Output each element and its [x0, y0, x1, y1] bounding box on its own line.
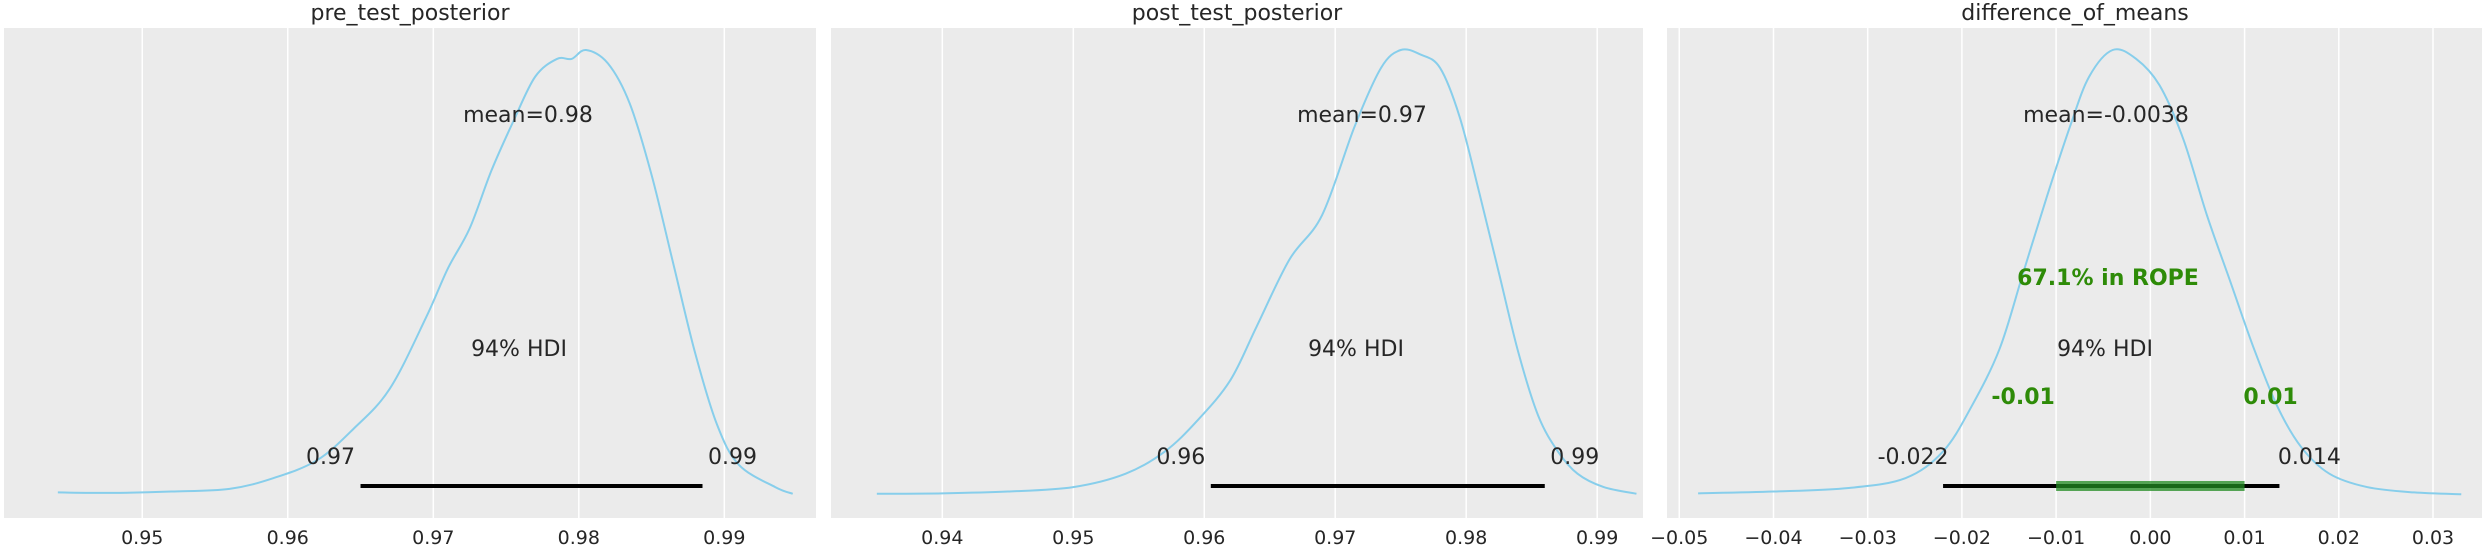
x-tick-label: −0.03	[1839, 527, 1897, 549]
mean-label: mean=0.98	[463, 103, 593, 128]
x-tick-label: 0.01	[2223, 527, 2265, 549]
panel-title: pre_test_posterior	[310, 1, 510, 26]
plot-area	[4, 28, 816, 518]
x-tick-label: 0.95	[121, 527, 163, 549]
hdi-label: 94% HDI	[471, 337, 567, 362]
x-tick-label: 0.96	[1183, 527, 1225, 549]
density-curve	[876, 48, 1637, 495]
hdi-low-label: 0.97	[306, 445, 355, 470]
x-tick-label: 0.03	[2412, 527, 2454, 549]
x-tick-label: −0.02	[1933, 527, 1991, 549]
rope-high-label: 0.01	[2243, 385, 2297, 410]
rope-percent-label: 67.1% in ROPE	[2017, 266, 2199, 291]
hdi-high-label: 0.99	[1550, 445, 1599, 470]
x-tick-label: −0.01	[2027, 527, 2085, 549]
x-tick-label: 0.02	[2318, 527, 2360, 549]
mean-label: mean=-0.0038	[2023, 103, 2189, 128]
x-tick-label: 0.97	[1314, 527, 1356, 549]
hdi-low-label: 0.96	[1156, 445, 1205, 470]
x-tick-label: 0.94	[921, 527, 963, 549]
rope-low-label: -0.01	[1991, 385, 2054, 410]
hdi-high-label: 0.014	[2278, 445, 2341, 470]
panel-title: difference_of_means	[1961, 1, 2189, 26]
x-tick-label: 0.96	[267, 527, 309, 549]
rope-band	[2056, 481, 2245, 491]
plot-area	[831, 28, 1643, 518]
x-tick-label: 0.98	[1445, 527, 1487, 549]
density-curve	[1698, 48, 2462, 496]
hdi-high-label: 0.99	[708, 445, 757, 470]
panel-pre-test-posterior: pre_test_posterior 0.95 0.96 0.97 0.98 0.99 m…	[4, 1, 816, 549]
panel-post-test-posterior: post_test_posterior 0.94 0.95 0.96 0.97 0.98…	[831, 1, 1643, 549]
hdi-low-label: -0.022	[1878, 445, 1949, 470]
x-tick-label: 0.98	[558, 527, 600, 549]
hdi-label: 94% HDI	[2057, 337, 2153, 362]
x-tick-label: −0.04	[1744, 527, 1802, 549]
x-tick-label: 0.97	[412, 527, 454, 549]
x-tick-label: 0.95	[1052, 527, 1094, 549]
panel-difference-of-means: difference_of_means −0.05 −0.04 −0.03 −0.02…	[1650, 1, 2482, 549]
x-tick-label: 0.99	[703, 527, 745, 549]
panel-title: post_test_posterior	[1132, 1, 1343, 26]
plot-area	[1667, 28, 2482, 518]
hdi-label: 94% HDI	[1308, 337, 1404, 362]
mean-label: mean=0.97	[1297, 103, 1427, 128]
density-curve	[57, 48, 794, 495]
x-tick-label: 0.00	[2129, 527, 2171, 549]
x-tick-label: 0.99	[1576, 527, 1618, 549]
x-tick-label: −0.05	[1650, 527, 1708, 549]
